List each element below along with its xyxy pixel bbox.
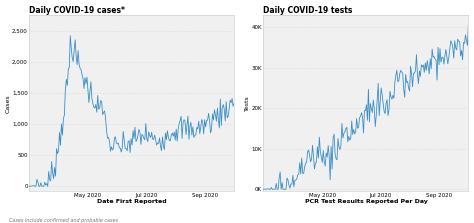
Text: Daily COVID-19 cases*: Daily COVID-19 cases* bbox=[29, 6, 125, 14]
Y-axis label: Cases: Cases bbox=[6, 94, 10, 113]
X-axis label: Date First Reported: Date First Reported bbox=[97, 199, 166, 204]
X-axis label: PCR Test Results Reported Per Day: PCR Test Results Reported Per Day bbox=[304, 199, 428, 204]
Text: Cases include confirmed and probable cases: Cases include confirmed and probable cas… bbox=[9, 218, 119, 223]
Text: Daily COVID-19 tests: Daily COVID-19 tests bbox=[264, 6, 353, 14]
Y-axis label: Tests: Tests bbox=[245, 95, 250, 111]
